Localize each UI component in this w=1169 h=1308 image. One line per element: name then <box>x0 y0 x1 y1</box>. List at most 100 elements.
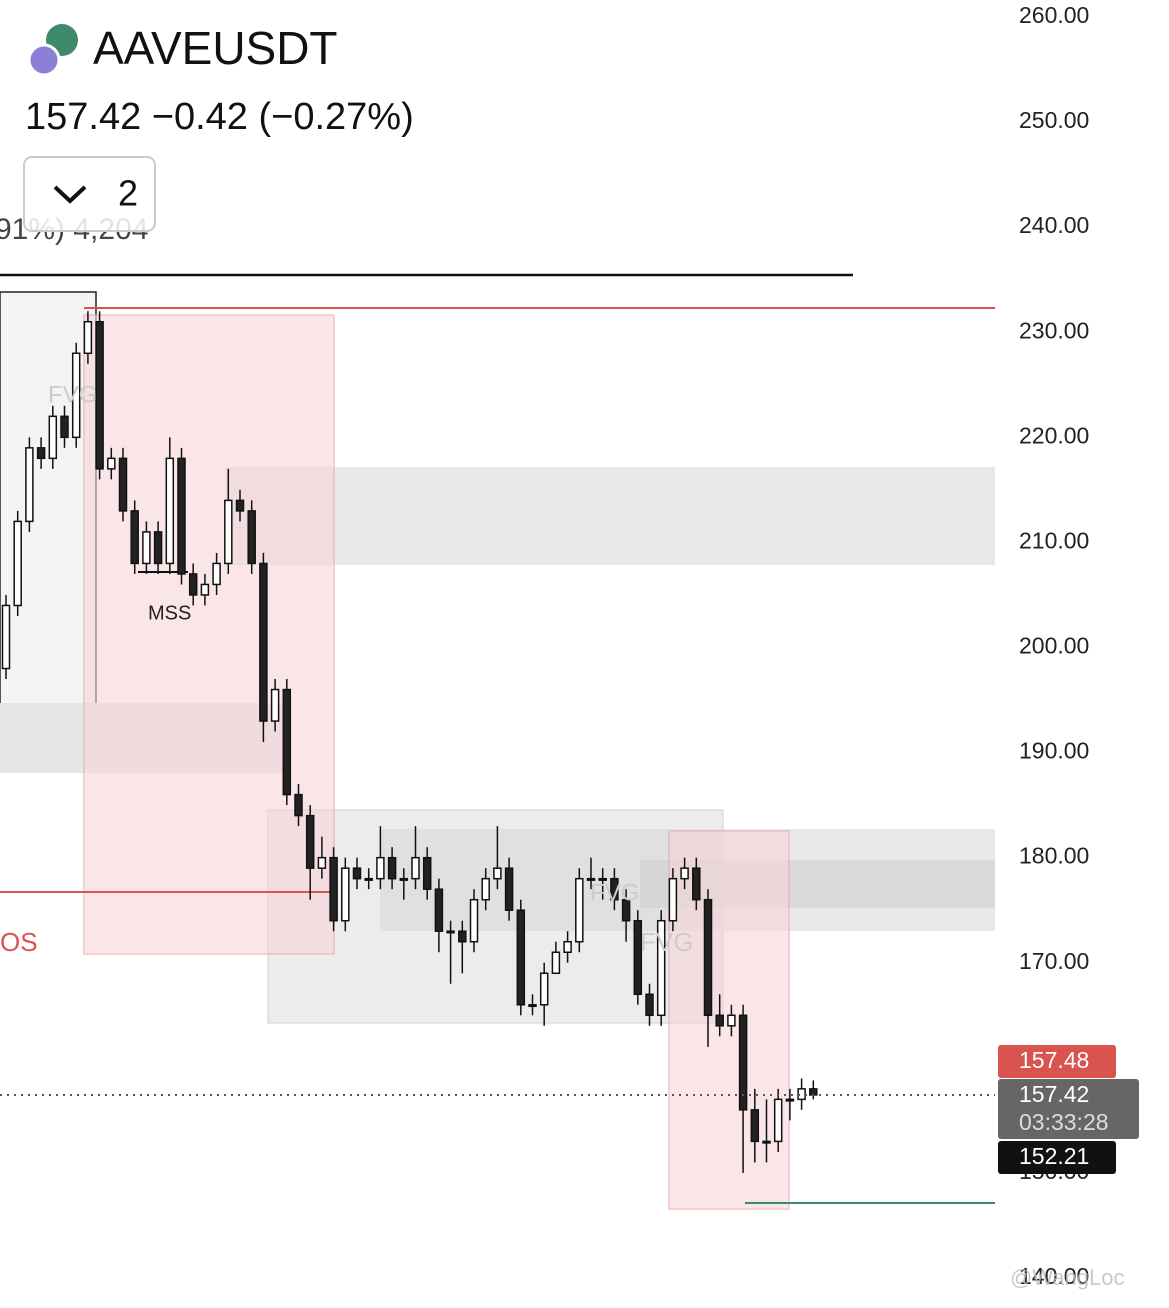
annotation: MSS <box>148 602 191 624</box>
y-tick-label: 220.00 <box>1019 422 1089 448</box>
candle-body <box>130 510 139 565</box>
candle-body <box>516 909 526 1006</box>
candle-body <box>188 573 198 596</box>
candle-body <box>364 877 373 881</box>
chart-title: AAVEUSDT <box>93 22 338 74</box>
candle-body <box>387 856 397 880</box>
candle-body <box>259 562 268 722</box>
price-label: 157.42 <box>1019 1081 1089 1107</box>
chevron <box>53 185 87 204</box>
candle-body <box>376 856 385 880</box>
candle-body <box>575 877 584 943</box>
y-tick-label: 250.00 <box>1019 107 1089 133</box>
annotation: FVG <box>590 879 639 906</box>
candle-body <box>621 898 631 922</box>
candle-body <box>785 1098 795 1102</box>
candle-body <box>610 877 619 901</box>
candle-body <box>715 1014 724 1027</box>
candle-body <box>95 320 104 470</box>
candle-body <box>60 415 69 439</box>
watermark: @WangLoc <box>1010 1265 1124 1290</box>
candle-body <box>13 520 22 607</box>
candle-body <box>680 867 689 880</box>
indicator-toggle[interactable] <box>23 156 156 232</box>
candle-body <box>773 1098 783 1143</box>
candle-body <box>422 856 432 890</box>
candle-body <box>703 898 713 1017</box>
candle-body <box>71 352 81 439</box>
candle-body <box>762 1140 771 1144</box>
candle-body <box>118 457 128 512</box>
zone <box>225 467 995 565</box>
price-label: 157.48 <box>1019 1047 1089 1073</box>
candle-body <box>247 510 256 565</box>
y-tick-label: 180.00 <box>1019 843 1089 869</box>
y-tick-label: 190.00 <box>1019 738 1089 764</box>
candle-body <box>692 867 701 901</box>
candle-body <box>177 457 186 575</box>
y-tick-label: 170.00 <box>1019 948 1089 974</box>
candle-body <box>481 877 490 901</box>
countdown: 03:33:28 <box>1019 1109 1109 1135</box>
price-label: 152.21 <box>1019 1143 1089 1169</box>
candle-body <box>305 814 315 869</box>
candle-body <box>668 877 678 922</box>
candle-body <box>539 972 549 1006</box>
candle-body <box>270 688 280 722</box>
candle-body <box>458 930 467 943</box>
candle-body <box>656 919 666 1017</box>
candle-body <box>1 604 11 670</box>
candle-body <box>107 457 116 470</box>
candle-body <box>212 562 221 586</box>
candle-body <box>504 867 514 911</box>
candle-body <box>317 856 327 869</box>
price-box <box>998 1141 1116 1174</box>
candle-body <box>399 877 409 881</box>
candle-body <box>294 793 303 817</box>
candle-body <box>493 867 502 880</box>
candle-body <box>411 856 420 880</box>
y-tick-label: 140.00 <box>1019 1263 1089 1289</box>
price-box <box>998 1045 1116 1078</box>
candle-body <box>551 951 561 975</box>
candle-body <box>750 1109 760 1143</box>
candle-body <box>329 856 338 922</box>
candle-body <box>645 993 654 1017</box>
candle-body <box>563 940 572 953</box>
price-box <box>998 1079 1139 1139</box>
y-tick-label: 230.00 <box>1019 317 1089 343</box>
candle-body <box>25 447 34 523</box>
candle-body <box>434 888 444 932</box>
candle-body <box>727 1014 736 1027</box>
candle-body <box>235 499 245 512</box>
zone <box>83 314 335 955</box>
candle-body <box>738 1014 748 1111</box>
candle-body <box>200 583 210 596</box>
candle-body <box>586 877 596 881</box>
icon <box>27 43 61 77</box>
candle-body <box>48 415 58 460</box>
candle-body <box>341 867 350 922</box>
candle-body <box>165 457 175 565</box>
candle-body <box>224 499 233 565</box>
zone <box>0 291 97 733</box>
y-tick-label: 260.00 <box>1019 2 1089 28</box>
y-tick-label: 240.00 <box>1019 212 1089 238</box>
candle-body <box>528 1004 537 1008</box>
candle-body <box>446 930 455 934</box>
annotation: OS <box>0 927 38 957</box>
candle-body <box>142 531 151 565</box>
y-axis: 260.00 250.00 240.00 230.00 220.00 210.00 200.… <box>995 2 1089 1289</box>
candle-body <box>352 867 362 880</box>
candle-body <box>633 919 643 996</box>
candle-body <box>598 877 607 881</box>
candle-body <box>153 531 163 565</box>
candle-body <box>282 688 292 796</box>
annotation: FVG <box>48 381 97 408</box>
indicator-count: 2 <box>118 173 138 214</box>
annotation: FVG <box>640 927 693 957</box>
chart-subtitle: 157.42 −0.42 (−0.27%) <box>25 96 414 138</box>
candle-body <box>36 447 46 460</box>
y-tick-label: 200.00 <box>1019 633 1089 659</box>
